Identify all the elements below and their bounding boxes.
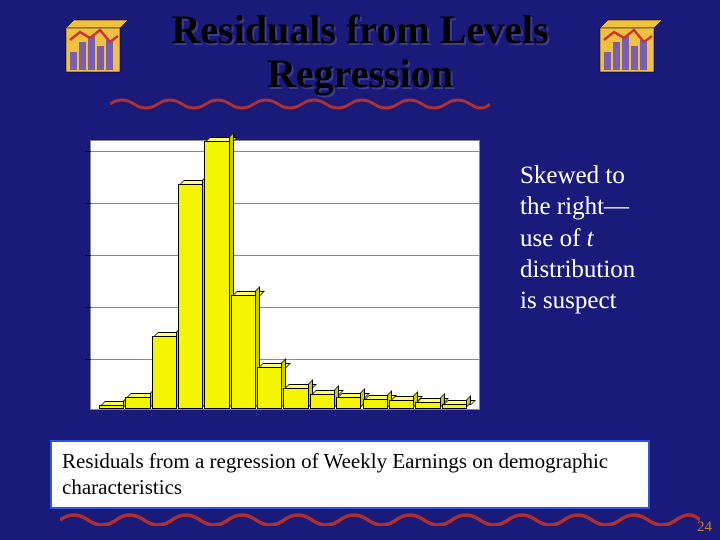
decorative-chart-icon-left [58,18,128,78]
histogram-bar [442,404,467,409]
histogram-bar [415,402,440,409]
histogram-bar [178,184,203,409]
decorative-chart-icon-right [592,18,662,78]
gridline [91,203,479,204]
histogram-chart [90,140,480,410]
y-tick [85,307,91,308]
gridline [91,151,479,152]
page-number: 24 [697,519,712,536]
slide-title: Residuals from Levels Regression [171,8,548,96]
histogram-bar [257,367,282,409]
annotation-text: Skewed to the right— use of t distributi… [520,160,700,316]
histogram-bar [125,397,150,409]
caption-box: Residuals from a regression of Weekly Ea… [50,440,650,509]
histogram-bar [336,397,361,409]
title-underline-squiggle [110,96,490,110]
y-tick [85,203,91,204]
title-line-1: Residuals from Levels [171,7,548,52]
histogram-bar [310,394,335,409]
histogram-bar [152,336,177,409]
gridline [91,255,479,256]
histogram-bar [283,388,308,409]
y-tick [85,151,91,152]
histogram-bar [204,141,229,409]
title-line-2: Regression [267,51,453,96]
caption-text: Residuals from a regression of Weekly Ea… [62,449,608,499]
gridline [91,307,479,308]
histogram-bar [389,400,414,409]
y-tick [85,359,91,360]
histogram-bar [363,399,388,409]
y-tick [85,255,91,256]
histogram-bar [231,295,256,409]
bottom-squiggle [60,510,700,526]
histogram-bar [99,405,124,409]
